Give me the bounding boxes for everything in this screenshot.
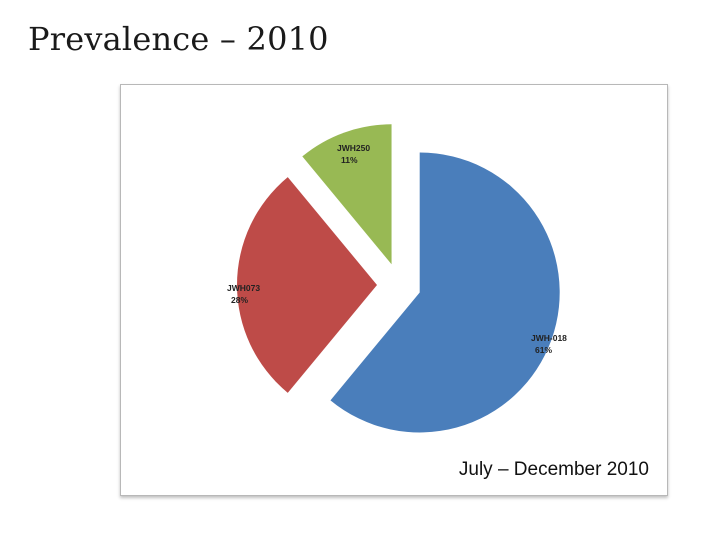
slice-label-jwh-018: JWH-018 <box>531 333 567 343</box>
slice-value-jwh073: 28% <box>231 295 248 305</box>
slice-value-jwh250: 11% <box>341 155 358 165</box>
pie-chart: JWH-018 61% JWH073 28% JWH250 11% <box>227 124 567 433</box>
slide-title: Prevalence – 2010 <box>28 20 329 58</box>
slice-label-jwh250: JWH250 <box>337 143 370 153</box>
pie-slice-jwh-018 <box>330 152 560 433</box>
slice-label-jwh073: JWH073 <box>227 283 260 293</box>
slice-value-jwh-018: 61% <box>535 345 552 355</box>
pie-slice-jwh250 <box>302 124 392 265</box>
pie-slice-jwh073 <box>236 177 377 393</box>
chart-caption: July – December 2010 <box>458 459 649 480</box>
chart-frame: JWH-018 61% JWH073 28% JWH250 11% July – Dece… <box>120 84 668 496</box>
